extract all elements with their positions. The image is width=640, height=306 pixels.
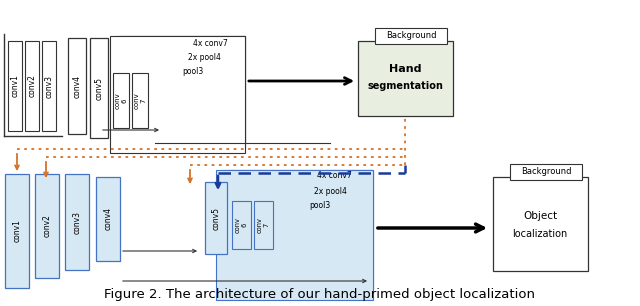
Bar — [113, 73, 129, 128]
Bar — [510, 164, 582, 180]
Bar — [8, 41, 22, 131]
Text: conv3: conv3 — [45, 74, 54, 98]
Text: segmentation: segmentation — [367, 81, 443, 91]
Text: pool3: pool3 — [182, 68, 204, 76]
Text: conv2: conv2 — [42, 215, 51, 237]
Text: conv4: conv4 — [104, 207, 113, 230]
Bar — [205, 182, 227, 254]
Bar — [110, 36, 245, 153]
Text: Object: Object — [523, 211, 557, 221]
Text: 4x conv7: 4x conv7 — [317, 171, 352, 181]
Bar — [25, 41, 39, 131]
Text: conv3: conv3 — [72, 211, 81, 233]
Text: 2x pool4: 2x pool4 — [188, 54, 221, 62]
Bar — [42, 41, 56, 131]
Text: 4x conv7: 4x conv7 — [193, 39, 228, 48]
Bar — [90, 38, 108, 138]
Text: pool3: pool3 — [309, 201, 330, 211]
Bar — [5, 174, 29, 288]
Bar — [115, 36, 245, 148]
Bar — [132, 73, 148, 128]
Text: Hand: Hand — [388, 64, 421, 74]
Bar — [65, 174, 89, 270]
Text: conv
6: conv 6 — [115, 93, 127, 109]
Bar — [222, 170, 373, 294]
Bar — [96, 177, 120, 261]
Text: 2x pool4: 2x pool4 — [314, 186, 347, 196]
Text: Figure 2. The architecture of our hand-primed object localization: Figure 2. The architecture of our hand-p… — [104, 288, 536, 301]
Bar — [68, 38, 86, 134]
Text: Background: Background — [521, 167, 572, 177]
Text: conv1: conv1 — [13, 220, 22, 242]
Bar — [232, 201, 251, 249]
Text: Background: Background — [386, 32, 436, 40]
Text: conv5: conv5 — [95, 76, 104, 99]
Text: localization: localization — [513, 229, 568, 239]
Bar — [493, 177, 588, 271]
Bar — [358, 41, 453, 116]
Text: conv
6: conv 6 — [234, 217, 248, 233]
Text: conv
7: conv 7 — [134, 93, 147, 109]
Text: conv5: conv5 — [211, 207, 221, 230]
Text: conv4: conv4 — [72, 74, 81, 98]
Bar — [375, 28, 447, 44]
Bar — [120, 36, 245, 143]
Bar — [228, 170, 373, 288]
Bar — [254, 201, 273, 249]
Text: conv1: conv1 — [10, 75, 19, 97]
Text: conv2: conv2 — [28, 75, 36, 97]
Bar — [35, 174, 59, 278]
Text: conv
7: conv 7 — [257, 217, 269, 233]
Bar — [216, 170, 373, 300]
